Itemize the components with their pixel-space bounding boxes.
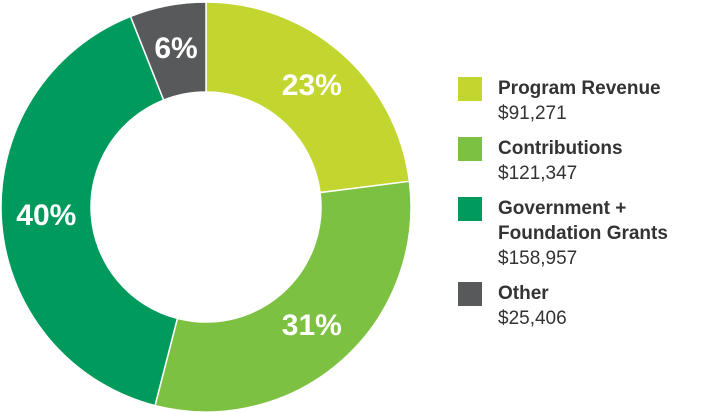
slice-label: 23% [282, 69, 342, 102]
legend: Program Revenue $91,271 Contributions $121,… [458, 76, 702, 341]
legend-name: Program Revenue [498, 78, 661, 99]
legend-swatch [458, 282, 482, 306]
legend-amount: $25,406 [498, 308, 567, 329]
donut-slice [129, 1, 207, 102]
legend-text: Other $25,406 [498, 281, 702, 331]
legend-text: Program Revenue $91,271 [498, 76, 702, 126]
legend-swatch [458, 137, 482, 161]
legend-item: Program Revenue $91,271 [458, 76, 702, 126]
legend-item: Government + Foundation Grants $158,957 [458, 196, 702, 271]
donut-slice [154, 180, 412, 412]
donut-slice [205, 1, 411, 194]
legend-item: Contributions $121,347 [458, 136, 702, 186]
legend-text: Contributions $121,347 [498, 136, 702, 186]
legend-name: Contributions [498, 138, 623, 159]
legend-swatch [458, 77, 482, 101]
legend-amount: $91,271 [498, 103, 567, 124]
legend-name: Other [498, 283, 549, 304]
legend-item: Other $25,406 [458, 281, 702, 331]
legend-amount: $158,957 [498, 248, 578, 269]
legend-amount: $121,347 [498, 163, 578, 184]
slice-label: 40% [16, 199, 76, 232]
donut-chart: 23% 31% 40% 6% [0, 1, 412, 412]
donut-slice [0, 15, 179, 407]
slice-label: 6% [154, 32, 197, 65]
legend-swatch [458, 197, 482, 221]
slice-label: 31% [282, 309, 342, 342]
legend-name: Government + Foundation Grants [498, 198, 668, 244]
legend-text: Government + Foundation Grants $158,957 [498, 196, 702, 271]
